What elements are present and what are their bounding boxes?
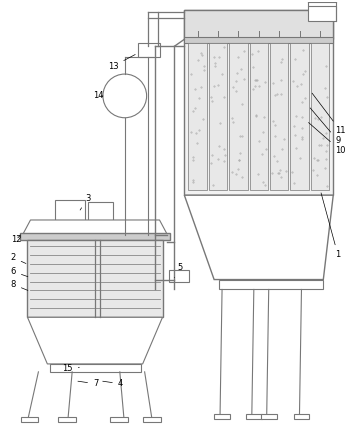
Text: 4: 4: [103, 379, 123, 388]
Text: 5: 5: [174, 263, 183, 277]
Bar: [250, 43, 268, 190]
Bar: [308, 6, 336, 21]
Text: 11: 11: [312, 93, 346, 135]
Polygon shape: [27, 317, 163, 364]
Polygon shape: [23, 220, 167, 235]
Bar: [19, 233, 171, 240]
Text: 10: 10: [309, 122, 346, 155]
Bar: [88, 202, 113, 222]
Bar: [138, 43, 159, 57]
Bar: [21, 416, 38, 422]
Text: 15: 15: [62, 364, 79, 373]
Bar: [58, 416, 76, 422]
Bar: [214, 413, 230, 419]
Text: 8: 8: [11, 280, 28, 291]
Text: 6: 6: [11, 267, 28, 277]
Bar: [110, 416, 128, 422]
Polygon shape: [184, 195, 333, 280]
Bar: [311, 43, 329, 190]
Text: 2: 2: [11, 253, 26, 264]
Text: 13: 13: [108, 55, 135, 71]
Text: 14: 14: [93, 91, 103, 101]
Text: 1: 1: [321, 193, 340, 259]
Bar: [143, 416, 160, 422]
Text: 9: 9: [310, 108, 340, 145]
Bar: [184, 10, 333, 39]
Bar: [229, 43, 247, 190]
Circle shape: [103, 74, 147, 118]
Bar: [184, 37, 333, 43]
Bar: [209, 43, 227, 190]
Bar: [27, 240, 163, 317]
Bar: [293, 413, 309, 419]
Bar: [55, 200, 85, 222]
Bar: [219, 280, 323, 289]
Text: 12: 12: [11, 235, 21, 244]
Bar: [270, 43, 288, 190]
Bar: [50, 364, 141, 372]
Bar: [188, 43, 207, 190]
Bar: [246, 413, 262, 419]
Bar: [169, 270, 189, 281]
Bar: [291, 43, 309, 190]
Text: 7: 7: [78, 379, 98, 388]
Bar: [184, 10, 333, 195]
Bar: [261, 413, 277, 419]
Text: 3: 3: [80, 194, 90, 210]
